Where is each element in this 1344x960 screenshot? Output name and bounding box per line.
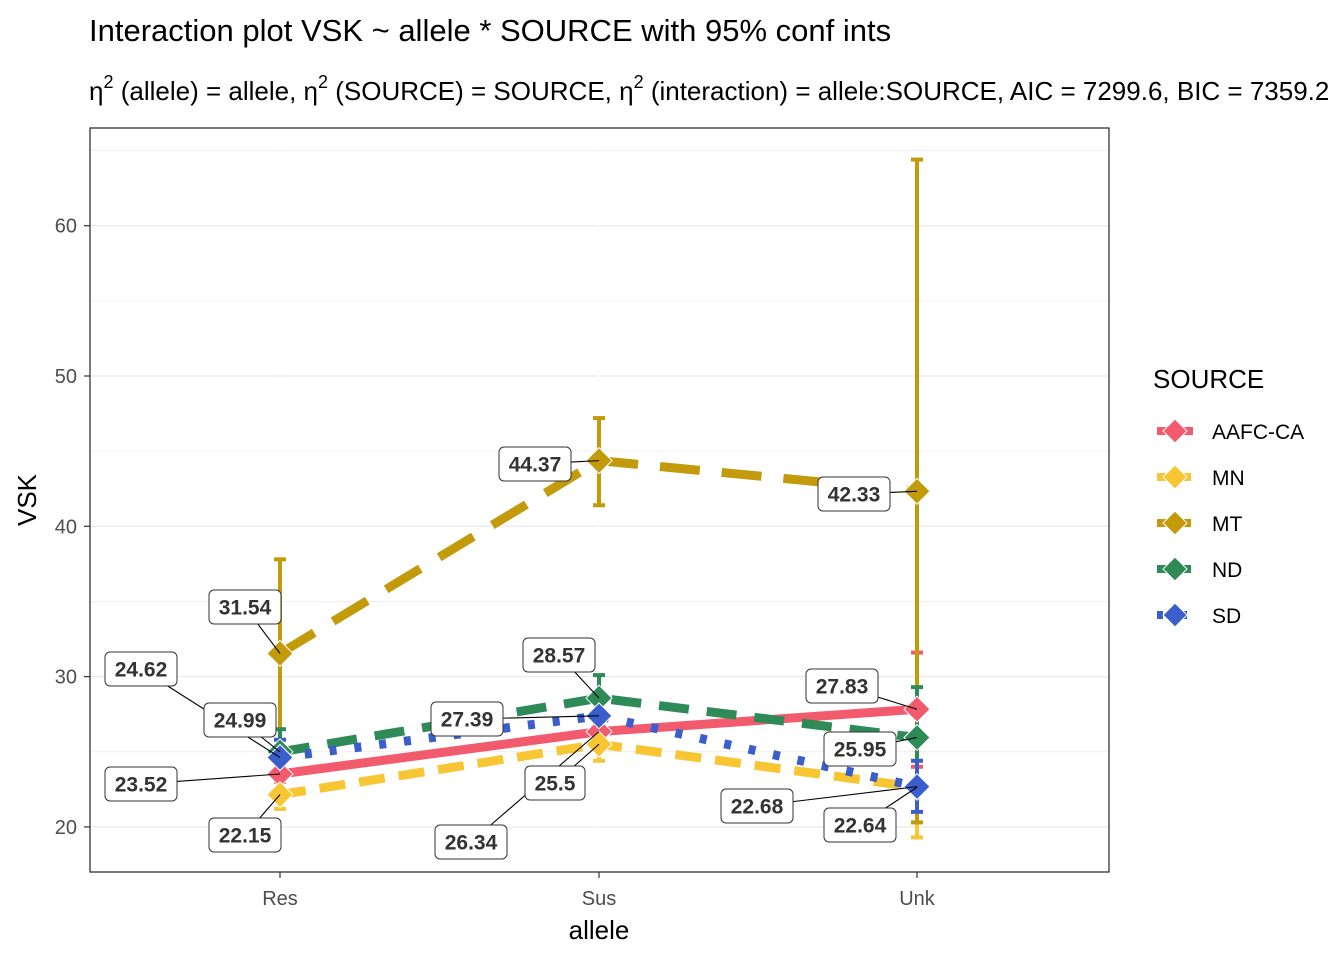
svg-text:25.5: 25.5 bbox=[535, 773, 576, 796]
subtitle-eta-3: η bbox=[619, 76, 633, 106]
legend-item-mn: MN bbox=[1157, 464, 1245, 490]
legend-key-sd bbox=[1162, 602, 1188, 628]
leader-mt-res bbox=[257, 623, 281, 654]
svg-text:27.39: 27.39 bbox=[441, 709, 494, 732]
svg-text:22.68: 22.68 bbox=[731, 796, 784, 819]
data-label-sd-sus: 27.39 bbox=[430, 701, 504, 737]
y-tick-label-50: 50 bbox=[55, 366, 77, 388]
leader-mn-sus bbox=[573, 743, 600, 767]
data-label-mn-res: 22.15 bbox=[208, 817, 282, 853]
leader-nd-sus bbox=[574, 671, 600, 699]
x-tick-label-sus: Sus bbox=[582, 888, 616, 910]
chart-subtitle: η2 (allele) = allele, η2 (SOURCE) = SOUR… bbox=[89, 72, 1329, 106]
svg-text:22.15: 22.15 bbox=[219, 825, 272, 848]
svg-text:26.34: 26.34 bbox=[445, 832, 498, 855]
x-tick-label-unk: Unk bbox=[899, 888, 936, 910]
data-label-mt-unk: 42.33 bbox=[817, 476, 891, 512]
x-axis-title: allele bbox=[569, 915, 630, 945]
svg-text:42.33: 42.33 bbox=[828, 484, 881, 507]
leader-sd-unk bbox=[792, 786, 918, 803]
subtitle-eta-1: η bbox=[89, 76, 103, 106]
svg-text:31.54: 31.54 bbox=[219, 597, 272, 620]
svg-text:24.99: 24.99 bbox=[214, 710, 267, 733]
svg-text:22.64: 22.64 bbox=[834, 815, 887, 838]
y-axis-title: VSK bbox=[12, 473, 42, 526]
leader-mt-unk bbox=[889, 490, 918, 493]
y-tick-label-30: 30 bbox=[55, 667, 77, 689]
legend: SOURCE AAFC-CA MN MT ND SD bbox=[1153, 364, 1304, 628]
label-leaders bbox=[167, 460, 918, 826]
leader-nd-res bbox=[260, 736, 281, 753]
legend-key-nd bbox=[1162, 556, 1188, 582]
data-labels: 23.52 26.34 27.83 22.15 25.5 22.64 31.54 44.37 4… bbox=[104, 446, 897, 860]
data-label-sd-res: 24.62 bbox=[104, 651, 178, 687]
leader-aafc-ca-res bbox=[176, 773, 281, 782]
data-label-aafc-ca-unk: 27.83 bbox=[805, 668, 879, 704]
data-label-nd-sus: 28.57 bbox=[522, 637, 596, 673]
data-label-mn-unk: 22.64 bbox=[823, 807, 897, 843]
subtitle-part-1: (allele) = allele, bbox=[113, 76, 303, 106]
data-points bbox=[266, 446, 931, 809]
data-label-mn-sus: 25.5 bbox=[524, 765, 586, 801]
legend-label-aafc-ca: AAFC-CA bbox=[1212, 421, 1304, 444]
legend-label-mn: MN bbox=[1212, 467, 1245, 490]
leader-mt-sus bbox=[570, 460, 600, 463]
x-axis: Res Sus Unk bbox=[262, 872, 936, 910]
legend-key-mn bbox=[1162, 464, 1188, 490]
data-label-sd-unk: 22.68 bbox=[720, 788, 794, 824]
data-label-aafc-ca-sus: 26.34 bbox=[434, 824, 508, 860]
leader-mn-unk bbox=[885, 786, 918, 809]
point-mt-unk bbox=[903, 477, 931, 505]
leader-nd-unk bbox=[895, 736, 918, 743]
point-aafc-ca-unk bbox=[903, 695, 931, 723]
point-sd-sus bbox=[585, 702, 613, 730]
svg-text:27.83: 27.83 bbox=[816, 676, 869, 699]
data-label-nd-res: 24.99 bbox=[203, 702, 277, 738]
legend-key-mt bbox=[1162, 510, 1188, 536]
legend-key-aafc-ca bbox=[1162, 418, 1188, 444]
svg-text:24.62: 24.62 bbox=[115, 659, 168, 682]
y-axis: 20 30 40 50 60 bbox=[55, 216, 90, 839]
data-label-mt-sus: 44.37 bbox=[498, 446, 572, 482]
leader-aafc-ca-unk bbox=[877, 696, 918, 710]
leader-sd-sus bbox=[502, 715, 600, 719]
svg-text:25.95: 25.95 bbox=[834, 739, 887, 762]
legend-item-nd: ND bbox=[1157, 556, 1242, 582]
subtitle-part-2: (SOURCE) = SOURCE, bbox=[328, 76, 619, 106]
subtitle-eta-2: η bbox=[304, 76, 318, 106]
legend-item-sd: SD bbox=[1157, 602, 1241, 628]
legend-label-sd: SD bbox=[1212, 605, 1241, 628]
subtitle-part-3: (interaction) = allele:SOURCE, AIC = 729… bbox=[644, 76, 1330, 106]
svg-text:44.37: 44.37 bbox=[509, 454, 562, 477]
data-label-aafc-ca-res: 23.52 bbox=[104, 766, 178, 802]
x-tick-label-res: Res bbox=[262, 888, 298, 910]
legend-item-mt: MT bbox=[1157, 510, 1242, 536]
svg-text:23.52: 23.52 bbox=[115, 774, 168, 797]
subtitle-sup-3: 2 bbox=[634, 72, 644, 92]
chart-title: Interaction plot VSK ~ allele * SOURCE w… bbox=[89, 13, 891, 48]
series-line-nd bbox=[279, 693, 918, 757]
legend-item-aafc-ca: AAFC-CA bbox=[1157, 418, 1304, 444]
data-label-nd-unk: 25.95 bbox=[823, 731, 897, 767]
legend-label-nd: ND bbox=[1212, 559, 1242, 582]
leader-mn-res bbox=[259, 794, 281, 819]
legend-title: SOURCE bbox=[1153, 364, 1264, 394]
data-label-mt-res: 31.54 bbox=[208, 589, 282, 625]
svg-text:28.57: 28.57 bbox=[533, 645, 586, 668]
subtitle-sup-1: 2 bbox=[103, 72, 113, 92]
point-mn-sus bbox=[585, 730, 613, 758]
y-tick-label-20: 20 bbox=[55, 817, 77, 839]
subtitle-sup-2: 2 bbox=[318, 72, 328, 92]
legend-label-mt: MT bbox=[1212, 513, 1242, 536]
y-tick-label-60: 60 bbox=[55, 216, 77, 238]
y-tick-label-40: 40 bbox=[55, 516, 77, 538]
